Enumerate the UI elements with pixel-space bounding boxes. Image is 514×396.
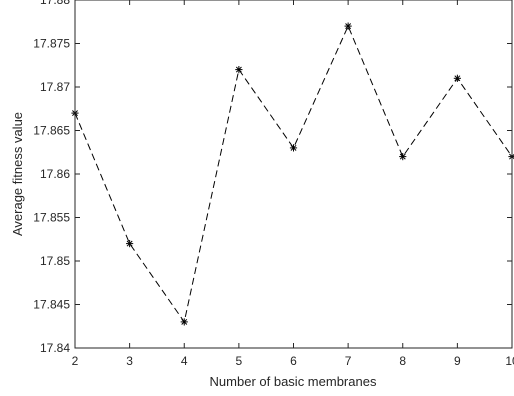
y-tick-label: 17.85 xyxy=(40,254,70,268)
x-tick-label: 5 xyxy=(236,354,243,368)
y-tick-label: 17.865 xyxy=(33,124,70,138)
y-tick-label: 17.855 xyxy=(33,211,70,225)
x-tick-label: 4 xyxy=(181,354,188,368)
data-point xyxy=(235,66,243,74)
y-tick-label: 17.845 xyxy=(33,298,70,312)
x-tick-label: 7 xyxy=(345,354,352,368)
y-tick-label: 17.84 xyxy=(40,341,70,355)
y-axis-title: Average fitness value xyxy=(10,112,25,236)
data-point xyxy=(126,240,134,248)
x-axis-ticks: 2 3 4 5 6 7 8 9 10 xyxy=(72,0,514,368)
x-tick-label: 6 xyxy=(290,354,297,368)
x-tick-label: 9 xyxy=(454,354,461,368)
y-tick-label: 17.87 xyxy=(40,80,70,94)
y-tick-label: 17.88 xyxy=(40,0,70,7)
x-axis-title: Number of basic membranes xyxy=(210,374,377,389)
x-tick-label: 8 xyxy=(399,354,406,368)
y-axis-ticks: 17.84 17.845 17.85 17.855 17.86 17.865 17.87 17… xyxy=(33,0,512,355)
x-tick-label: 3 xyxy=(126,354,133,368)
data-point xyxy=(344,22,352,30)
data-point xyxy=(180,318,188,326)
data-point xyxy=(399,153,407,161)
y-tick-label: 17.875 xyxy=(33,37,70,51)
series-line xyxy=(74,24,513,324)
x-tick-label: 2 xyxy=(72,354,79,368)
x-tick-label: 10 xyxy=(505,354,514,368)
plot-frame xyxy=(74,0,513,349)
data-point xyxy=(453,74,461,82)
y-tick-label: 17.86 xyxy=(40,167,70,181)
data-point xyxy=(289,144,298,152)
plot-area-background xyxy=(75,0,512,348)
